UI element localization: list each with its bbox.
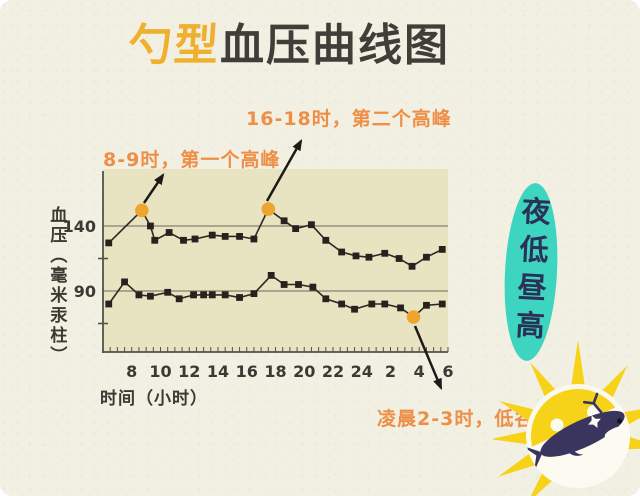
upper-curve-systolic-marker <box>221 233 229 240</box>
lower-curve-diastolic-marker <box>147 292 154 300</box>
upper-curve-systolic-marker <box>165 229 173 236</box>
lower-curve-diastolic-marker <box>208 291 216 299</box>
lower-curve-diastolic-marker <box>221 291 229 299</box>
upper-curve-systolic-marker <box>438 246 446 253</box>
lower-curve-diastolic-marker <box>135 291 143 299</box>
annotation-second-peak: 16-18时，第二个高峰 <box>246 108 452 130</box>
upper-curve-systolic-highlight-dot <box>261 202 276 216</box>
lower-curve-diastolic-marker <box>190 291 197 299</box>
y-axis-title: 血压（毫米汞柱） <box>46 206 67 366</box>
x-tick-label-14: 14 <box>206 362 230 381</box>
upper-curve-systolic-marker <box>365 253 373 261</box>
x-axis-title: 时间（小时） <box>100 389 208 409</box>
lower-curve-diastolic-highlight-dot <box>406 310 421 324</box>
lower-curve-diastolic-marker <box>351 305 358 313</box>
x-tick-label-22: 22 <box>321 362 345 381</box>
page-title: 勺型血压曲线图 <box>126 20 450 73</box>
lower-curve-diastolic-marker <box>164 288 172 296</box>
plot-area <box>103 169 448 352</box>
lower-curve-diastolic-marker <box>121 278 128 286</box>
upper-curve-systolic-marker <box>180 236 187 244</box>
lower-curve-diastolic-marker <box>397 304 404 312</box>
badge-label: 夜低昼高 <box>510 195 552 349</box>
title-accent-text: 勺型 <box>126 20 222 71</box>
y-tick-label-140: 140 <box>62 217 96 236</box>
x-tick-label-12: 12 <box>178 362 201 381</box>
title-main-text: 血压曲线图 <box>220 20 450 71</box>
x-tick-label-24: 24 <box>350 362 373 381</box>
upper-curve-systolic-marker <box>308 221 315 229</box>
lower-curve-diastolic-marker <box>236 294 243 301</box>
upper-curve-systolic-marker <box>395 255 403 262</box>
lower-curve-diastolic-marker <box>322 295 330 303</box>
whale-icon <box>526 392 625 472</box>
lower-curve-diastolic-marker <box>309 283 317 291</box>
lower-curve-diastolic-marker <box>280 281 288 288</box>
sun-spot <box>550 418 564 432</box>
upper-curve-systolic-marker <box>236 233 243 240</box>
upper-curve-systolic-marker <box>208 231 216 239</box>
lower-curve-diastolic-marker <box>423 301 430 309</box>
lower-curve-diastolic-marker <box>175 295 183 303</box>
upper-curve-systolic-marker <box>151 236 159 244</box>
lower-curve-diastolic-line <box>108 274 443 319</box>
annotation-trough: 凌晨2-3时，低谷 <box>377 408 535 430</box>
upper-curve-systolic-marker <box>250 235 258 243</box>
lower-curve-diastolic-marker <box>200 291 208 299</box>
upper-curve-systolic-marker <box>381 249 389 257</box>
annotation-first-peak: 8-9时，第一个高峰 <box>103 149 281 171</box>
upper-curve-systolic-marker <box>322 236 330 244</box>
lower-curve-diastolic-marker <box>295 281 302 288</box>
lower-curve-diastolic-marker <box>338 300 346 308</box>
upper-curve-systolic-marker <box>105 239 113 247</box>
lower-curve-diastolic-marker <box>368 300 376 308</box>
x-tick-label-10: 10 <box>149 362 172 381</box>
upper-curve-systolic-marker <box>338 248 346 256</box>
lower-curve-diastolic-marker <box>267 272 275 279</box>
upper-curve-systolic-marker <box>280 217 288 225</box>
upper-curve-systolic-marker <box>292 225 300 232</box>
lower-curve-diastolic-marker <box>250 290 258 297</box>
x-tick-label-4: 4 <box>413 362 425 381</box>
x-tick-label-2: 2 <box>384 362 397 381</box>
lower-curve-diastolic-marker <box>381 300 389 308</box>
sun-whale-illustration <box>493 340 640 496</box>
upper-curve-systolic-marker <box>191 235 199 243</box>
x-tick-label-6: 6 <box>442 362 454 381</box>
upper-curve-systolic-marker <box>352 252 360 260</box>
upper-curve-systolic-marker <box>408 262 416 270</box>
x-tick-label-16: 16 <box>235 362 258 381</box>
upper-curve-systolic-highlight-dot <box>135 203 149 218</box>
x-tick-label-20: 20 <box>293 362 316 381</box>
lower-curve-diastolic-marker <box>105 300 113 308</box>
x-tick-label-8: 8 <box>126 362 138 381</box>
upper-curve-systolic-marker <box>423 253 430 261</box>
upper-curve-systolic-marker <box>147 222 154 230</box>
arrow-to-first-peak <box>142 173 165 204</box>
y-tick-label-90: 90 <box>73 282 96 301</box>
x-tick-label-18: 18 <box>264 362 287 381</box>
lower-curve-diastolic-marker <box>438 300 446 308</box>
upper-curve-systolic-line <box>108 207 443 268</box>
